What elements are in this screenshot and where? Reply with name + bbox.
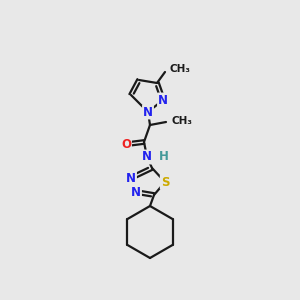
Text: N: N — [126, 172, 136, 184]
Text: N: N — [142, 151, 152, 164]
Text: CH₃: CH₃ — [170, 64, 191, 74]
Text: H: H — [159, 151, 169, 164]
Text: O: O — [121, 137, 131, 151]
Text: CH₃: CH₃ — [171, 116, 192, 126]
Text: S: S — [161, 176, 169, 188]
Text: N: N — [158, 94, 168, 106]
Text: N: N — [143, 106, 153, 118]
Text: N: N — [131, 185, 141, 199]
